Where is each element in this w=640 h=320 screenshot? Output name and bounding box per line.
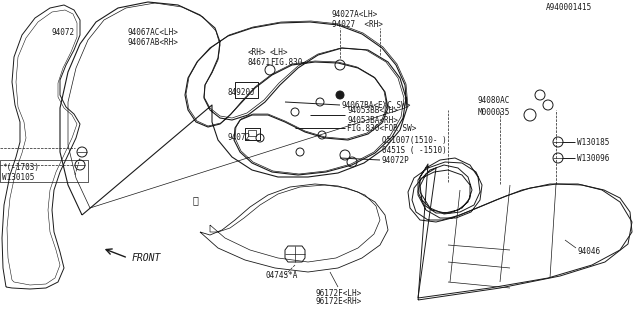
Text: 94027A<LH>: 94027A<LH> [332,10,378,19]
Text: 0474S*A: 0474S*A [265,270,298,279]
Circle shape [336,91,344,99]
Text: 94072P: 94072P [382,156,410,164]
Text: W130105: W130105 [2,172,35,181]
Text: Q51007(1510- ): Q51007(1510- ) [382,135,447,145]
Text: FRONT: FRONT [132,253,161,263]
Text: ※: ※ [192,195,198,205]
Text: 84920J: 84920J [228,87,256,97]
Text: 94072: 94072 [228,132,251,141]
Text: 94067BA<EXC.SW>: 94067BA<EXC.SW> [342,100,412,109]
Text: FIG.830<FOR SW>: FIG.830<FOR SW> [347,124,417,132]
Text: 94072: 94072 [52,28,75,36]
Text: 0451S ( -1510): 0451S ( -1510) [382,146,447,155]
Text: 94067AB<RH>: 94067AB<RH> [128,37,179,46]
Text: 94067AC<LH>: 94067AC<LH> [128,28,179,36]
Text: 84671: 84671 [248,58,271,67]
Text: 96172E<RH>: 96172E<RH> [315,298,361,307]
Text: W130185: W130185 [577,138,609,147]
Text: *(-1703): *(-1703) [2,163,39,172]
Text: 94046: 94046 [578,247,601,257]
Text: W130096: W130096 [577,154,609,163]
Text: FIG.830: FIG.830 [270,58,302,67]
Text: 94053BA<RH>: 94053BA<RH> [347,116,398,124]
Text: <LH>: <LH> [270,47,289,57]
Text: M000035: M000035 [478,108,510,116]
Text: 96172F<LH>: 96172F<LH> [315,289,361,298]
Text: 94080AC: 94080AC [478,95,510,105]
Text: 94053BB<LH>: 94053BB<LH> [347,106,398,115]
Text: A940001415: A940001415 [546,3,592,12]
Text: 94027  <RH>: 94027 <RH> [332,20,383,28]
Text: <RH>: <RH> [248,47,266,57]
